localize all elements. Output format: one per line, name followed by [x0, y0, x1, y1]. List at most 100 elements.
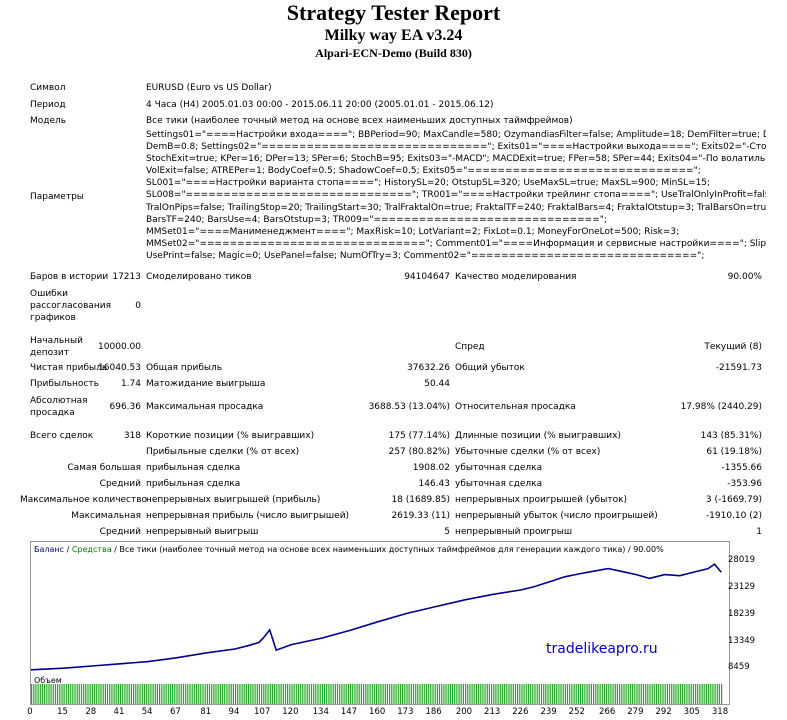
volume-bar [599, 684, 601, 704]
gross-loss-value: -21591.73 [715, 363, 762, 373]
volume-bar [514, 684, 517, 704]
volume-bar [671, 684, 673, 704]
volume-bar [471, 684, 473, 704]
volume-bar [480, 684, 482, 704]
quality-label: Качество моделирования [455, 272, 577, 282]
volume-bar [410, 684, 412, 704]
volume-bar [46, 684, 48, 704]
max-cons-losses-value: 3 (-1669.79) [705, 495, 762, 505]
legend-separator: / [64, 545, 72, 554]
volume-bar [76, 684, 78, 704]
x-tick-label: 292 [655, 707, 672, 717]
volume-bar [629, 684, 632, 704]
balance-point [258, 641, 260, 644]
volume-bar [341, 684, 343, 704]
volume-bar [718, 684, 720, 704]
volume-bar [523, 684, 525, 704]
params-line: SL001="====Настройки варианта стопа===="… [146, 178, 711, 189]
spread-label: Спред [455, 342, 485, 352]
volume-bar [417, 684, 419, 704]
largest-loss-value: -1355.66 [721, 463, 762, 473]
volume-bar [384, 684, 386, 704]
volume-bar [608, 684, 610, 704]
symbol-value: EURUSD (Euro vs US Dollar) [146, 83, 272, 93]
volume-bar [443, 684, 445, 704]
volume-bar [117, 684, 119, 704]
volume-bar [716, 684, 718, 704]
volume-bar [44, 684, 46, 704]
volume-bar [647, 684, 649, 704]
volume-bar [96, 684, 98, 704]
volume-bar [488, 684, 490, 704]
volume-bar [323, 684, 326, 704]
volume-bar [206, 684, 208, 704]
volume-bar [89, 684, 91, 704]
volume-bar [146, 684, 148, 704]
volume-bar [371, 684, 373, 704]
volume-bar [705, 684, 707, 704]
volume-label: Объем [34, 676, 62, 685]
volume-bar [336, 684, 339, 704]
gross-profit-value: 37632.26 [407, 363, 450, 373]
volume-bar [65, 684, 67, 704]
volume-bar [636, 684, 638, 704]
balance-point [62, 667, 65, 669]
volume-bar [454, 684, 456, 704]
params-line: SL008="=============================="; … [146, 190, 766, 201]
params-line: BarsTF=240; BarsUse=4; BarsOtstup=3; TR0… [146, 214, 607, 225]
ticks-value: 94104647 [404, 272, 450, 282]
balance-point [533, 586, 535, 588]
deposit-label: депозит [30, 348, 70, 358]
expected-payoff-label: Матожидание выигрыша [146, 379, 266, 389]
volume-bar [339, 684, 341, 704]
volume-bar [198, 684, 200, 704]
long-positions-label: Длинные позиции (% выигравших) [455, 431, 621, 441]
loss-trades-label: Убыточные сделки (% от всех) [455, 447, 601, 457]
volume-bar [642, 684, 645, 704]
volume-bar [475, 684, 477, 704]
balance-point [464, 599, 466, 601]
volume-bar [63, 684, 65, 704]
volume-bar [354, 684, 356, 704]
volume-bar [478, 684, 480, 704]
volume-bar [712, 684, 714, 704]
x-tick-label: 213 [484, 707, 501, 717]
x-tick-label: 173 [397, 707, 414, 717]
symbol-label: Символ [30, 83, 66, 93]
volume-bar [195, 684, 198, 704]
volume-bar [595, 684, 597, 704]
balance-plot [31, 563, 722, 671]
params-line: MMSet02="=============================="… [146, 238, 766, 249]
model-value: Все тики (наиболее точный метод на основ… [146, 116, 573, 126]
bars-value: 17213 [112, 272, 141, 282]
volume-plot [31, 684, 723, 704]
params-block: Settings01="====Настройки входа===="; BB… [146, 129, 766, 262]
volume-bar [258, 684, 260, 704]
volume-bar [87, 684, 89, 704]
volume-bar [710, 684, 712, 704]
volume-bar [447, 684, 449, 704]
volume-bar [540, 684, 543, 704]
params-line: StochExit=true; KPer=16; DPer=13; SPer=6… [146, 154, 766, 165]
volume-bar [126, 684, 128, 704]
y-tick-label: 13349 [728, 635, 756, 646]
volume-bar [141, 684, 143, 704]
balance-point [290, 644, 292, 646]
volume-bar [274, 684, 276, 704]
volume-bar [230, 684, 232, 704]
volume-bar [538, 684, 540, 704]
total-trades-value: 318 [123, 431, 141, 441]
volume-bar [677, 684, 679, 704]
balance-point [247, 645, 249, 647]
expected-payoff-value: 50.44 [424, 379, 450, 389]
volume-bar [159, 684, 161, 704]
volume-bar [347, 684, 349, 704]
balance-point [269, 629, 271, 631]
chart-legend: Баланс / Средства / Все тики (наиболее т… [34, 545, 664, 555]
balance-point [119, 663, 121, 665]
period-value: 4 Часа (H4) 2005.01.03 00:00 - 2015.06.1… [146, 100, 494, 110]
maximal-profit-label: непрерывная прибыль (число выигрышей) [146, 511, 350, 521]
x-tick-label: 252 [568, 707, 585, 717]
maximal-loss-value: -1910.10 (2) [705, 511, 762, 521]
volume-bar [287, 684, 289, 704]
